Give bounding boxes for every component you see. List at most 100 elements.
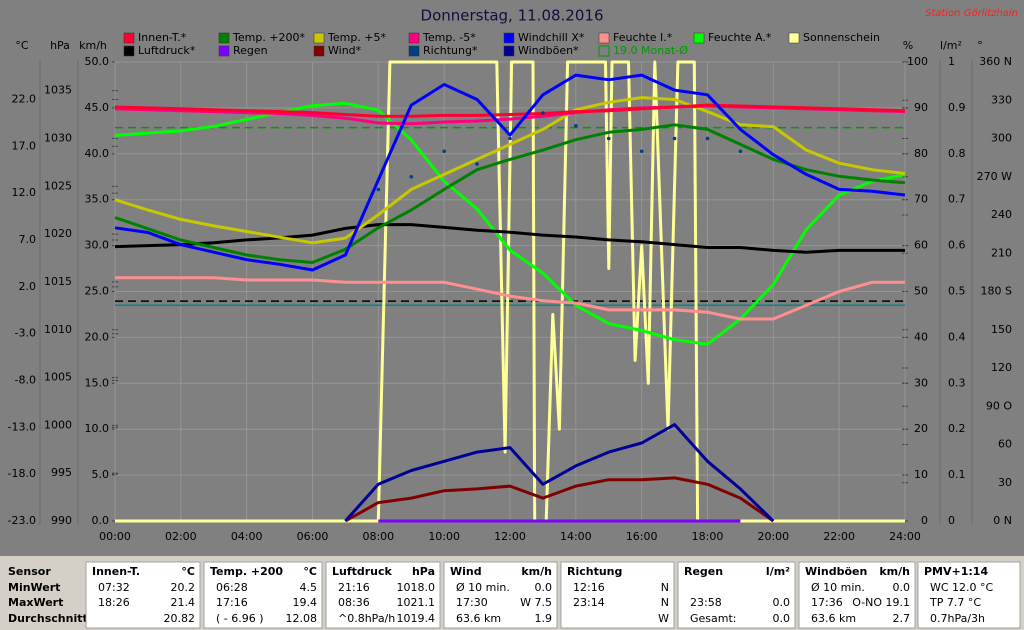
series-line — [344, 423, 775, 523]
legend-swatch — [503, 32, 515, 44]
y-tick-label: 17.0 — [12, 139, 37, 152]
y-tick-label: 40 — [914, 330, 928, 343]
table-cell — [560, 561, 675, 629]
legend-label: Sonnenschein — [803, 31, 880, 44]
y-tick-label: 0 — [948, 514, 955, 527]
scatter-point — [541, 111, 545, 115]
y-tick-label: 0.8 — [948, 147, 966, 160]
legend-swatch — [598, 45, 610, 57]
x-tick-label: 10:00 — [428, 530, 460, 543]
x-tick-label: 18:00 — [692, 530, 724, 543]
chart-title: Donnerstag, 11.08.2016 — [421, 7, 604, 25]
table-value: 2.7 — [893, 612, 911, 625]
table-value: W 7.5 — [520, 596, 552, 609]
y-tick-label: 60 — [914, 239, 928, 252]
legend-label: Feuchte A.* — [708, 31, 772, 44]
y-tick-label: 1005 — [44, 371, 72, 384]
legend-swatch — [218, 45, 230, 57]
table-value: 1019.4 — [397, 612, 436, 625]
y-tick-label: 90 O — [986, 399, 1012, 412]
station-name: Station Görlitzhain — [925, 8, 1018, 19]
x-tick-label: 14:00 — [560, 530, 592, 543]
scatter-point — [705, 136, 710, 141]
column-unit: l/m² — [766, 565, 790, 578]
x-tick-label: 16:00 — [626, 530, 658, 543]
series-line — [114, 103, 906, 118]
y-tick-label: 0.6 — [948, 239, 966, 252]
x-tick-label: 20:00 — [757, 530, 789, 543]
table-value: Gesamt: — [690, 612, 737, 625]
y-tick-label: 30 — [914, 376, 928, 389]
y-tick-label: 995 — [51, 466, 72, 479]
x-tick-label: 06:00 — [297, 530, 329, 543]
y-tick-label: 0 N — [993, 514, 1012, 527]
y-tick-label: 0.2 — [948, 422, 966, 435]
legend-swatch — [503, 45, 515, 57]
y-tick-label: 300 — [991, 132, 1012, 145]
column-header: Wind — [450, 565, 482, 578]
axis-unit: °C — [15, 39, 29, 52]
legend-label: Temp. +5* — [327, 31, 387, 44]
x-tick-label: 12:00 — [494, 530, 526, 543]
y-tick-label: 1035 — [44, 84, 72, 97]
table-value: 21.4 — [171, 596, 196, 609]
legend-swatch — [123, 45, 135, 57]
axis-unit: km/h — [79, 39, 107, 52]
y-tick-label: -18.0 — [8, 467, 36, 480]
x-tick-label: 02:00 — [165, 530, 197, 543]
column-header: Luftdruck — [332, 565, 393, 578]
y-tick-label: 210 — [991, 246, 1012, 259]
legend-label: Temp. +200* — [232, 31, 306, 44]
table-value: 06:28 — [216, 581, 248, 594]
row-label: Durchschnitt — [8, 612, 88, 625]
x-tick-label: 08:00 — [362, 530, 394, 543]
y-tick-label: 20.0 — [85, 330, 110, 343]
table-value: ( - 6.96 ) — [216, 612, 264, 625]
y-tick-label: 25.0 — [85, 285, 110, 298]
table-value: WC 12.0 °C — [930, 581, 994, 594]
table-value: Ø 10 min. — [811, 581, 865, 594]
y-tick-label: 1015 — [44, 275, 72, 288]
table-value: TP 7.7 °C — [929, 596, 981, 609]
y-tick-label: -23.0 — [8, 514, 36, 527]
header-label: Sensor — [8, 565, 51, 578]
y-tick-label: 5.0 — [92, 468, 110, 481]
table-value: 1021.1 — [397, 596, 436, 609]
table-value: 1.9 — [535, 612, 553, 625]
scatter-point — [376, 187, 381, 192]
legend-label: Temp. -5* — [422, 31, 476, 44]
y-tick-label: 30 — [998, 476, 1012, 489]
y-tick-label: 10 — [914, 468, 928, 481]
column-header: Innen-T. — [92, 565, 140, 578]
y-tick-label: 330 — [991, 93, 1012, 106]
row-label: MinWert — [8, 581, 60, 594]
table-value: W — [658, 612, 669, 625]
axis-unit: l/m² — [940, 39, 962, 52]
legend-label: Feuchte I.* — [613, 31, 673, 44]
legend-label: Innen-T.* — [138, 31, 187, 44]
legend-swatch — [693, 32, 705, 44]
y-tick-label: 1 — [948, 55, 955, 68]
table-value: 63.6 km — [811, 612, 856, 625]
table-value: 12:16 — [573, 581, 605, 594]
legend-label: Richtung* — [423, 44, 478, 57]
y-tick-label: 22.0 — [12, 92, 37, 105]
y-tick-label: 990 — [51, 514, 72, 527]
y-tick-label: 1000 — [44, 418, 72, 431]
series-line — [115, 276, 905, 321]
column-header: PMV+1:14 — [924, 565, 988, 578]
table-value: 08:36 — [338, 596, 370, 609]
column-header: Windböen — [805, 565, 867, 578]
y-tick-label: 240 — [991, 208, 1012, 221]
series-line — [114, 101, 906, 346]
y-tick-label: 50.0 — [85, 55, 110, 68]
table-cell — [798, 561, 916, 629]
y-tick-label: 80 — [914, 147, 928, 160]
x-tick-label: 24:00 — [889, 530, 921, 543]
legend-swatch — [408, 32, 420, 44]
y-tick-label: 40.0 — [85, 147, 110, 160]
y-tick-label: -13.0 — [8, 420, 36, 433]
series-line — [114, 73, 906, 272]
column-unit: km/h — [521, 565, 552, 578]
